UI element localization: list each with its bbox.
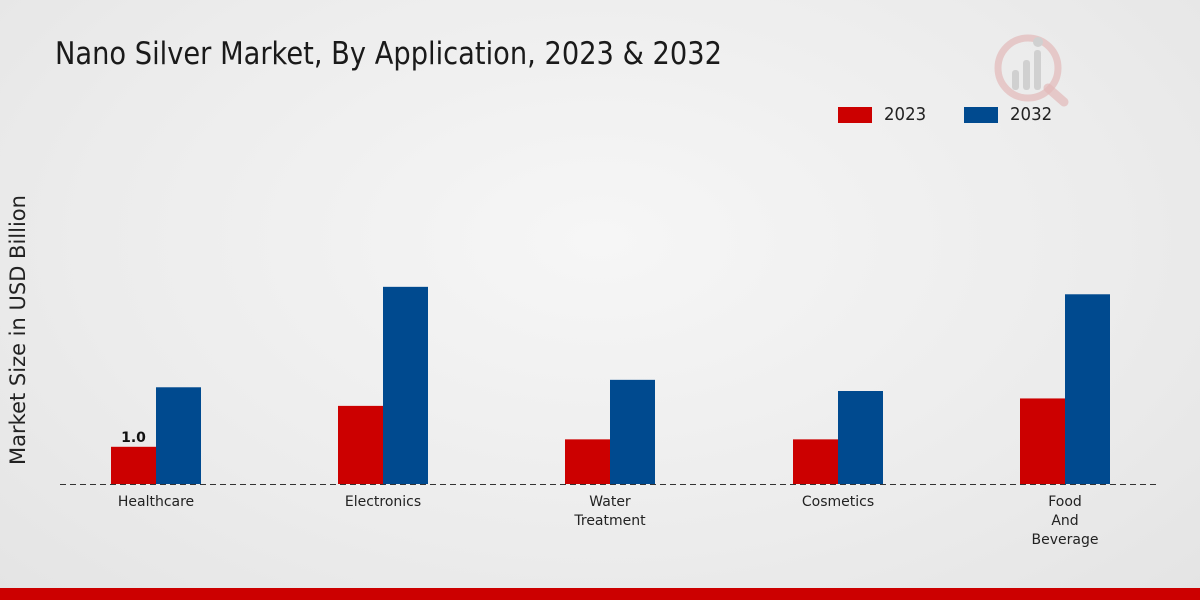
x-tick-label: Cosmetics bbox=[802, 494, 874, 510]
legend: 2023 2032 bbox=[838, 104, 1090, 125]
legend-item-2032: 2032 bbox=[963, 104, 1056, 125]
bar-2023-water-treatment bbox=[565, 439, 610, 484]
x-tick-label: Food And Beverage bbox=[1032, 494, 1099, 548]
legend-label-2032: 2032 bbox=[1009, 104, 1052, 125]
chart-logo-icon bbox=[994, 34, 1069, 107]
bars-group bbox=[111, 286, 1110, 484]
legend-swatch-2032 bbox=[963, 106, 998, 123]
bar-2023-food-and-beverage bbox=[1020, 398, 1065, 484]
bar-2032-cosmetics bbox=[838, 391, 883, 484]
category-labels: Healthcare Electronics Water Treatment Cosme… bbox=[118, 494, 1099, 548]
chart-title: Nano Silver Market, By Application, 2023… bbox=[55, 36, 722, 72]
bar-2023-cosmetics bbox=[793, 439, 838, 484]
legend-swatch-2023 bbox=[838, 106, 872, 123]
bar-2023-electronics bbox=[338, 405, 383, 484]
x-tick-label: Electronics bbox=[345, 494, 421, 510]
legend-item-2023: 2023 bbox=[838, 104, 930, 125]
x-tick-label: Water Treatment bbox=[573, 494, 646, 529]
bar-2032-healthcare bbox=[156, 387, 201, 484]
data-label: 1.0 bbox=[121, 430, 146, 446]
bar-2032-food-and-beverage bbox=[1065, 294, 1110, 484]
x-tick-label: Healthcare bbox=[118, 494, 194, 510]
bar-2032-electronics bbox=[383, 286, 428, 484]
bar-2023-healthcare bbox=[111, 446, 156, 484]
legend-label-2023: 2023 bbox=[884, 104, 927, 125]
bar-2032-water-treatment bbox=[610, 379, 655, 484]
brand-bottom-bar bbox=[0, 588, 1200, 600]
data-labels: 1.0 bbox=[121, 430, 146, 446]
